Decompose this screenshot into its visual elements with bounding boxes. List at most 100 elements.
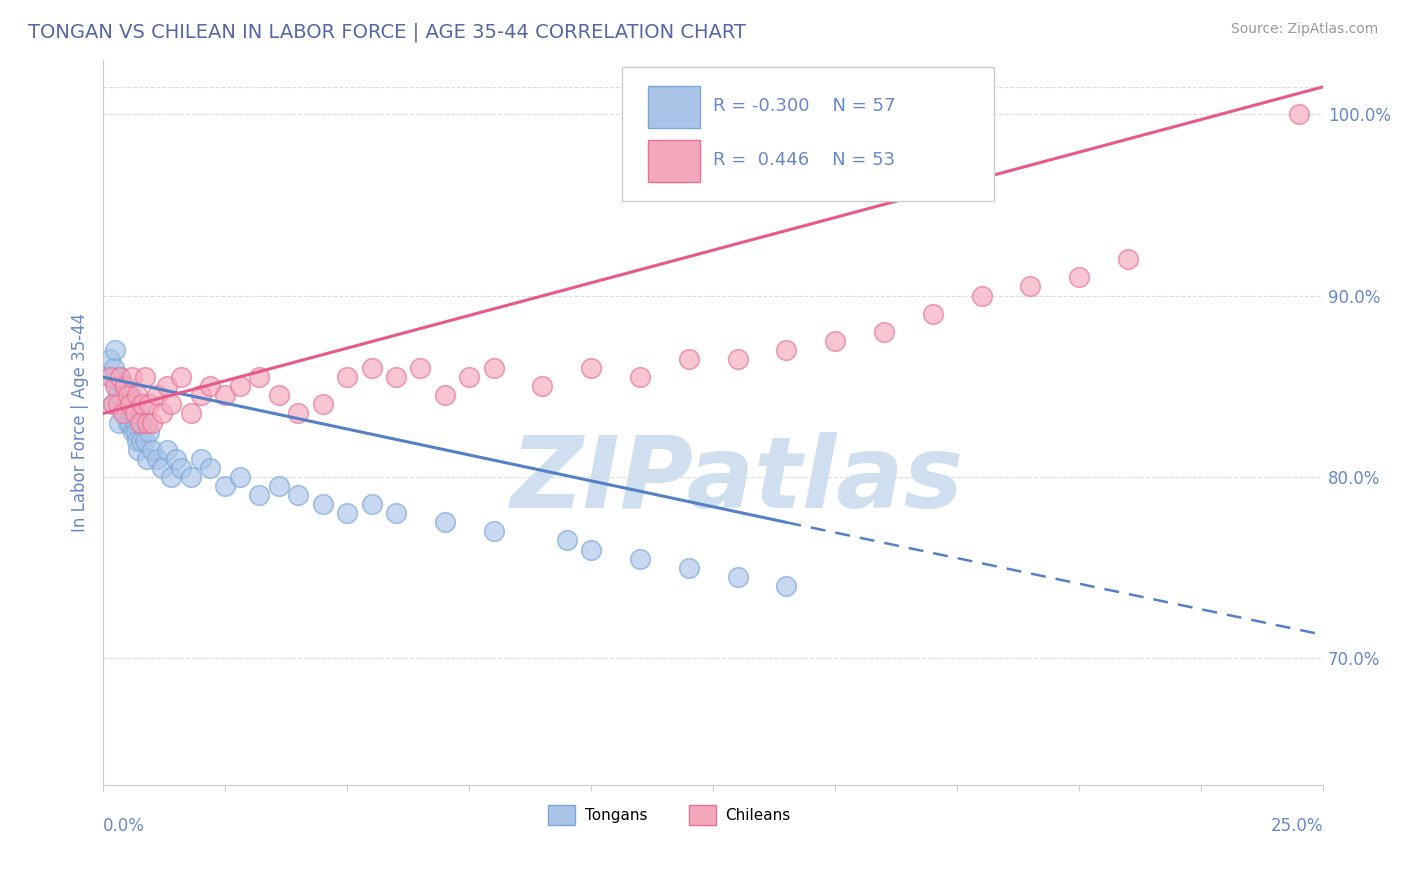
Point xyxy=(117,388,139,402)
Point xyxy=(105,379,128,393)
Point xyxy=(117,388,139,402)
Point xyxy=(118,416,141,430)
Point xyxy=(114,379,136,393)
Text: Tongans: Tongans xyxy=(585,808,648,822)
Point xyxy=(433,388,456,402)
Point xyxy=(336,506,359,520)
Point xyxy=(124,416,146,430)
Point xyxy=(150,407,173,421)
Point xyxy=(678,351,700,366)
Point xyxy=(146,388,169,402)
Point xyxy=(824,334,846,348)
Point xyxy=(312,497,335,511)
Point xyxy=(200,379,222,393)
Point xyxy=(312,397,335,411)
Point xyxy=(267,479,290,493)
Text: 0.0%: 0.0% xyxy=(103,817,145,835)
Point xyxy=(775,579,797,593)
Point xyxy=(458,370,481,384)
Point xyxy=(970,288,993,302)
Point xyxy=(579,542,602,557)
Point xyxy=(100,370,122,384)
Point xyxy=(531,379,554,393)
Point xyxy=(170,370,193,384)
Point xyxy=(117,416,139,430)
Point xyxy=(433,516,456,530)
Point xyxy=(160,397,183,411)
Point xyxy=(111,379,134,393)
Point xyxy=(160,470,183,484)
Point xyxy=(150,461,173,475)
Point xyxy=(921,307,943,321)
Point xyxy=(180,407,202,421)
Point xyxy=(360,361,382,376)
Point xyxy=(131,416,153,430)
Point xyxy=(127,442,149,457)
Point xyxy=(112,388,135,402)
Point xyxy=(775,343,797,357)
Point xyxy=(100,351,122,366)
Point xyxy=(141,442,163,457)
Point xyxy=(146,451,169,466)
Point xyxy=(165,451,187,466)
Point xyxy=(103,361,125,376)
Point xyxy=(128,407,150,421)
Point xyxy=(385,506,408,520)
Text: Chileans: Chileans xyxy=(725,808,790,822)
Point xyxy=(1019,279,1042,293)
Text: R =  0.446    N = 53: R = 0.446 N = 53 xyxy=(713,152,896,169)
Point xyxy=(108,370,131,384)
Point xyxy=(482,524,505,539)
Point xyxy=(111,407,134,421)
Point xyxy=(121,407,143,421)
Point xyxy=(134,370,156,384)
Y-axis label: In Labor Force | Age 35-44: In Labor Force | Age 35-44 xyxy=(72,313,89,533)
Point xyxy=(628,551,651,566)
Point xyxy=(727,351,749,366)
Point xyxy=(180,470,202,484)
Point xyxy=(579,361,602,376)
Point xyxy=(115,397,138,411)
Point xyxy=(104,343,127,357)
Point xyxy=(1288,107,1310,121)
Point xyxy=(128,416,150,430)
Bar xyxy=(548,805,575,825)
Point xyxy=(141,416,163,430)
Point xyxy=(136,451,159,466)
Point xyxy=(101,397,124,411)
Text: Source: ZipAtlas.com: Source: ZipAtlas.com xyxy=(1230,22,1378,37)
Point xyxy=(127,434,149,448)
Bar xyxy=(648,87,700,128)
Point xyxy=(247,488,270,502)
Point xyxy=(247,370,270,384)
Point xyxy=(108,370,131,384)
Text: ZIPatlas: ZIPatlas xyxy=(510,432,965,529)
Point xyxy=(873,325,896,339)
Point xyxy=(229,470,252,484)
Point xyxy=(138,425,160,439)
Point xyxy=(107,416,129,430)
Text: 25.0%: 25.0% xyxy=(1271,817,1323,835)
Point xyxy=(727,570,749,584)
Point xyxy=(360,497,382,511)
Point xyxy=(138,397,160,411)
Point xyxy=(101,370,124,384)
Point xyxy=(114,407,136,421)
Bar xyxy=(648,140,700,182)
Point xyxy=(267,388,290,402)
Bar xyxy=(689,805,716,825)
Text: R = -0.300    N = 57: R = -0.300 N = 57 xyxy=(713,97,896,115)
Point xyxy=(214,388,236,402)
Point xyxy=(136,416,159,430)
Point xyxy=(229,379,252,393)
Point xyxy=(1069,270,1091,285)
Point xyxy=(287,488,309,502)
Point xyxy=(127,388,149,402)
Point xyxy=(104,379,127,393)
Point xyxy=(555,533,578,548)
Point xyxy=(124,407,146,421)
Point xyxy=(482,361,505,376)
Point xyxy=(120,388,142,402)
FancyBboxPatch shape xyxy=(621,67,994,201)
Point xyxy=(131,397,153,411)
